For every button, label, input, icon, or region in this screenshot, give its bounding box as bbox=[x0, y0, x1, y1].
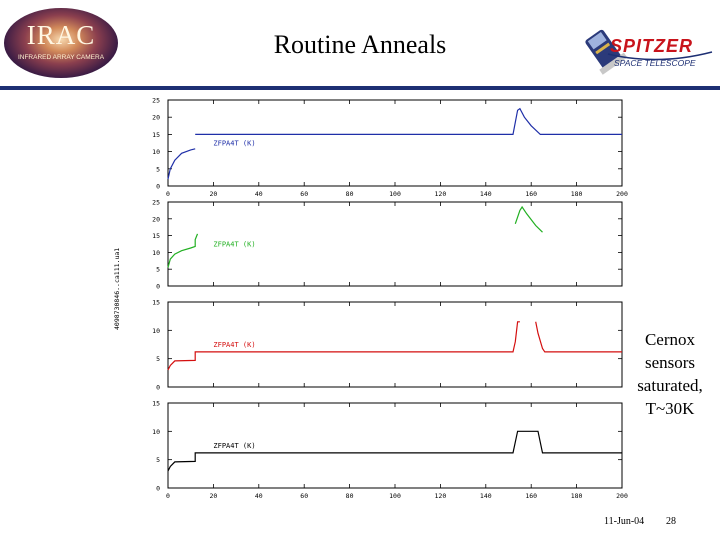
y-tick-label: 20 bbox=[152, 215, 160, 223]
y-tick-label: 10 bbox=[152, 249, 160, 257]
x-tick-label: 0 bbox=[166, 190, 170, 198]
x-tick-label: 80 bbox=[346, 492, 354, 500]
x-tick-label: 120 bbox=[435, 492, 447, 500]
x-tick-label: 200 bbox=[616, 492, 628, 500]
y-tick-label: 0 bbox=[156, 485, 160, 493]
x-tick-label: 60 bbox=[300, 190, 308, 198]
cernox-note-line-2: sensors bbox=[644, 353, 696, 372]
spitzer-telescope-icon bbox=[585, 29, 713, 75]
y-tick-label: 10 bbox=[152, 428, 160, 436]
series-line bbox=[167, 321, 520, 371]
series-legend-label: ZFPA4T (K) bbox=[213, 341, 255, 349]
x-tick-label: 100 bbox=[389, 190, 401, 198]
x-tick-label: 180 bbox=[571, 492, 583, 500]
x-tick-label: 40 bbox=[255, 190, 263, 198]
footer-page-number: 28 bbox=[666, 516, 676, 527]
y-tick-label: 0 bbox=[156, 183, 160, 191]
y-tick-label: 5 bbox=[156, 456, 160, 464]
irac-logo: IRAC INFRARED ARRAY CAMERA bbox=[4, 8, 118, 78]
panel-2: 0 5 10 15 20 25 ZFPA4T (K) bbox=[152, 199, 623, 291]
series-line bbox=[167, 233, 199, 268]
panel-4: 0 5 10 15 0 20 40 60 80 100 120 140 160 180 200 ZFPA4T … bbox=[152, 400, 628, 501]
y-tick-label: 10 bbox=[152, 148, 160, 156]
x-tick-label: 180 bbox=[571, 190, 583, 198]
cernox-note: Cernox sensors saturated, T~30K bbox=[622, 328, 718, 420]
y-tick-label: 15 bbox=[152, 131, 160, 139]
cernox-note-line-3: saturated, bbox=[637, 376, 703, 395]
x-tick-label: 120 bbox=[435, 190, 447, 198]
x-tick-label: 40 bbox=[255, 492, 263, 500]
page-title: Routine Anneals bbox=[273, 30, 447, 59]
series-line bbox=[514, 205, 543, 233]
x-tick-label: 160 bbox=[525, 492, 537, 500]
x-tick-label: 200 bbox=[616, 190, 628, 198]
x-tick-label: 80 bbox=[346, 190, 354, 198]
x-tick-label: 20 bbox=[209, 492, 217, 500]
y-tick-label: 20 bbox=[152, 114, 160, 122]
x-tick-label: 140 bbox=[480, 190, 492, 198]
series-legend-label: ZFPA4T (K) bbox=[213, 140, 255, 148]
y-tick-label: 15 bbox=[152, 299, 160, 307]
y-tick-label: 25 bbox=[152, 199, 160, 207]
series-line bbox=[195, 107, 622, 135]
footer-date: 11-Jun-04 bbox=[604, 516, 645, 527]
irac-logo-subtext: INFRARED ARRAY CAMERA bbox=[17, 54, 105, 61]
x-tick-label: 0 bbox=[166, 492, 170, 500]
x-tick-label: 20 bbox=[209, 190, 217, 198]
spitzer-logo-subtext: SPACE TELESCOPE bbox=[614, 58, 696, 68]
y-tick-label: 0 bbox=[156, 384, 160, 392]
y-tick-label: 5 bbox=[156, 165, 160, 173]
series-line bbox=[167, 430, 622, 472]
cernox-note-line-4: T~30K bbox=[645, 399, 695, 418]
panel-3: 0 5 10 15 ZFPA4T (K) bbox=[152, 299, 623, 392]
series-legend-label: ZFPA4T (K) bbox=[213, 241, 255, 249]
panel-1: 0 5 10 15 20 25 0 20 40 60 80 100 120 140 160 180 200 ZFP… bbox=[152, 97, 628, 199]
x-tick-label: 60 bbox=[300, 492, 308, 500]
spitzer-logo-text: SPITZER bbox=[610, 36, 694, 56]
y-tick-label: 25 bbox=[152, 97, 160, 105]
series-line bbox=[167, 148, 196, 180]
x-tick-label: 140 bbox=[480, 492, 492, 500]
y-tick-label: 0 bbox=[156, 283, 160, 291]
cernox-note-line-1: Cernox bbox=[644, 330, 696, 349]
series-line bbox=[535, 321, 622, 353]
plot-identifier-label: 4098730846..ca111.ua1 bbox=[113, 248, 121, 330]
y-tick-label: 15 bbox=[152, 232, 160, 240]
irac-logo-text: IRAC bbox=[26, 20, 96, 50]
y-tick-label: 15 bbox=[152, 400, 160, 408]
x-tick-label: 160 bbox=[525, 190, 537, 198]
y-tick-label: 5 bbox=[156, 266, 160, 274]
y-tick-label: 10 bbox=[152, 327, 160, 335]
x-tick-label: 100 bbox=[389, 492, 401, 500]
header-rule bbox=[0, 86, 720, 90]
series-legend-label: ZFPA4T (K) bbox=[213, 442, 255, 450]
y-tick-label: 5 bbox=[156, 355, 160, 363]
